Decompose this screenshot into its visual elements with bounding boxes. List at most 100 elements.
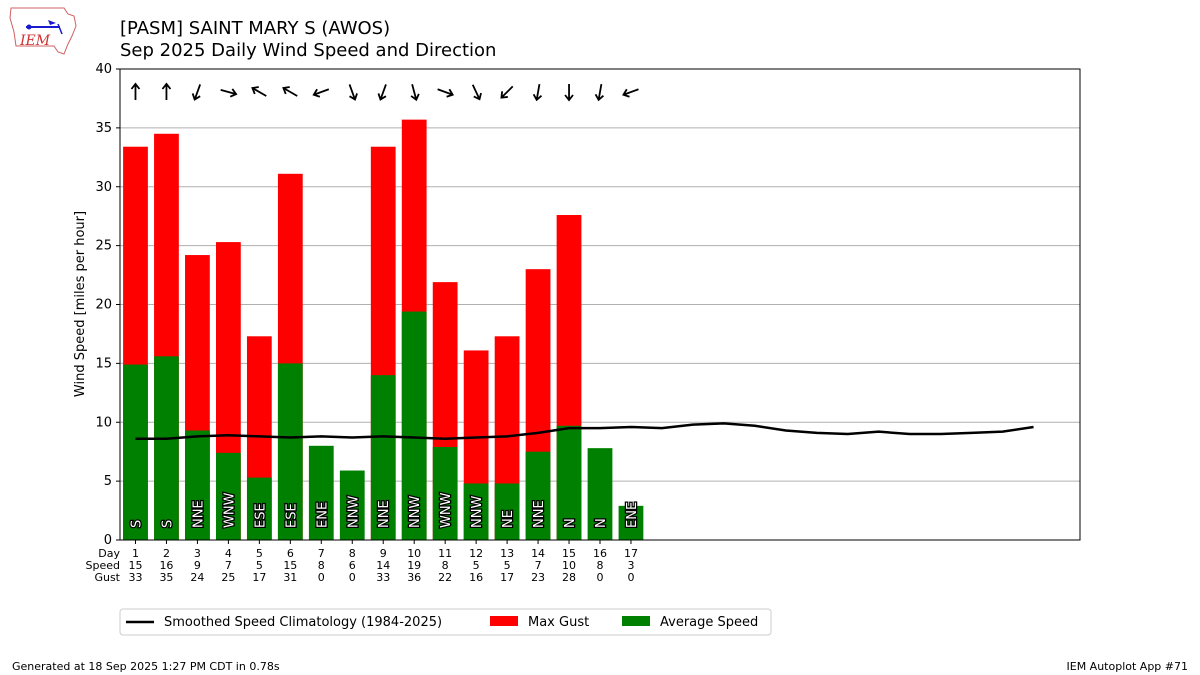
direction-arrow [594, 83, 605, 102]
direction-label: S [160, 520, 175, 528]
gust-value: 25 [221, 571, 235, 584]
iem-logo: IEM [9, 7, 77, 55]
direction-arrow [191, 84, 202, 101]
bar-average-speed [618, 505, 644, 540]
speed-value: 5 [473, 559, 480, 572]
legend-swatch-gust [490, 616, 518, 626]
legend-label-climatology: Smoothed Speed Climatology (1984-2025) [164, 615, 442, 630]
day-tick-label: 11 [438, 547, 452, 560]
bar-average-speed [277, 363, 303, 540]
legend-label-gust: Max Gust [528, 615, 589, 630]
iem-logo-text: IEM [19, 33, 51, 49]
direction-label: ESE [284, 503, 299, 528]
row-label: Day [98, 547, 120, 560]
direction-label: NNW [408, 496, 423, 528]
direction-label: NNW [346, 496, 361, 528]
direction-label: S [129, 520, 144, 528]
generated-note: Generated at 18 Sep 2025 1:27 PM CDT in … [12, 660, 280, 673]
day-tick-label: 13 [500, 547, 514, 560]
direction-arrow [564, 84, 574, 102]
gust-value: 31 [283, 571, 297, 584]
speed-value: 14 [376, 559, 390, 572]
y-tick-label: 30 [95, 180, 112, 195]
direction-arrow [532, 83, 543, 102]
speed-value: 10 [562, 559, 576, 572]
speed-value: 8 [597, 559, 604, 572]
day-tick-label: 16 [593, 547, 607, 560]
direction-label: ENE [625, 502, 640, 528]
bar-average-speed [401, 311, 427, 540]
direction-arrow [312, 88, 330, 98]
bar-average-speed [246, 477, 272, 540]
gust-value: 22 [438, 571, 452, 584]
day-tick-label: 15 [562, 547, 576, 560]
speed-value: 16 [159, 559, 173, 572]
legend-label-avg: Average Speed [660, 615, 758, 630]
direction-arrow [410, 84, 420, 102]
direction-label: NNW [470, 496, 485, 528]
gust-value: 0 [318, 571, 325, 584]
y-tick-label: 5 [104, 474, 112, 489]
bar-average-speed [154, 356, 179, 540]
day-tick-label: 14 [531, 547, 545, 560]
direction-arrow [130, 82, 141, 100]
gust-value: 33 [128, 571, 142, 584]
speed-value: 7 [535, 559, 542, 572]
row-label: Gust [94, 571, 120, 584]
legend: Smoothed Speed Climatology (1984-2025) M… [119, 608, 772, 636]
bar-average-speed [339, 470, 365, 540]
gust-value: 23 [531, 571, 545, 584]
direction-arrows [130, 82, 639, 102]
speed-value: 15 [128, 559, 142, 572]
speed-value: 8 [318, 559, 325, 572]
speed-value: 19 [407, 559, 421, 572]
speed-value: 15 [283, 559, 297, 572]
day-tick-label: 10 [407, 547, 421, 560]
day-tick-label: 7 [318, 547, 325, 560]
direction-arrow [161, 82, 172, 100]
gust-value: 28 [562, 571, 576, 584]
chart-title: [PASM] SAINT MARY S (AWOS) [120, 18, 391, 39]
direction-label: ENE [315, 502, 330, 528]
bar-average-speed [185, 430, 210, 540]
y-axis-label: Wind Speed [miles per hour] [73, 211, 88, 397]
gust-value: 0 [627, 571, 634, 584]
bar-average-speed [432, 446, 458, 540]
direction-arrow [348, 84, 358, 101]
y-axis: 0 5 10 15 20 25 30 35 40 [95, 62, 120, 548]
y-tick-label: 20 [95, 298, 112, 313]
day-tick-label: 4 [225, 547, 232, 560]
y-tick-label: 40 [95, 62, 112, 77]
direction-label: N [594, 518, 609, 528]
legend-swatch-avg [622, 616, 650, 626]
bar-average-speed [216, 452, 241, 540]
day-tick-label: 6 [287, 547, 294, 560]
direction-arrow [282, 86, 298, 97]
day-tick-label: 8 [349, 547, 356, 560]
gust-value: 35 [159, 571, 173, 584]
gust-value: 17 [252, 571, 266, 584]
y-tick-label: 15 [95, 356, 112, 371]
speed-value: 8 [442, 559, 449, 572]
day-tick-label: 1 [132, 547, 139, 560]
speed-value: 6 [349, 559, 356, 572]
day-tick-label: 5 [256, 547, 263, 560]
direction-label: N [563, 518, 578, 528]
gust-value: 0 [597, 571, 604, 584]
direction-arrow [220, 88, 238, 98]
direction-arrow [377, 84, 387, 101]
day-table: 1153321635392447255517615317808609143310… [86, 540, 638, 584]
direction-label: NE [501, 510, 516, 528]
bars [123, 119, 644, 541]
speed-value: 7 [225, 559, 232, 572]
gust-value: 0 [349, 571, 356, 584]
bar-average-speed [308, 445, 334, 540]
bar-average-speed [494, 483, 520, 540]
direction-label: ESE [253, 503, 268, 528]
direction-label: NNE [191, 500, 206, 528]
direction-arrow [500, 85, 514, 99]
climatology-line [135, 422, 1034, 440]
direction-arrow [251, 86, 267, 97]
y-tick-label: 35 [95, 121, 112, 136]
